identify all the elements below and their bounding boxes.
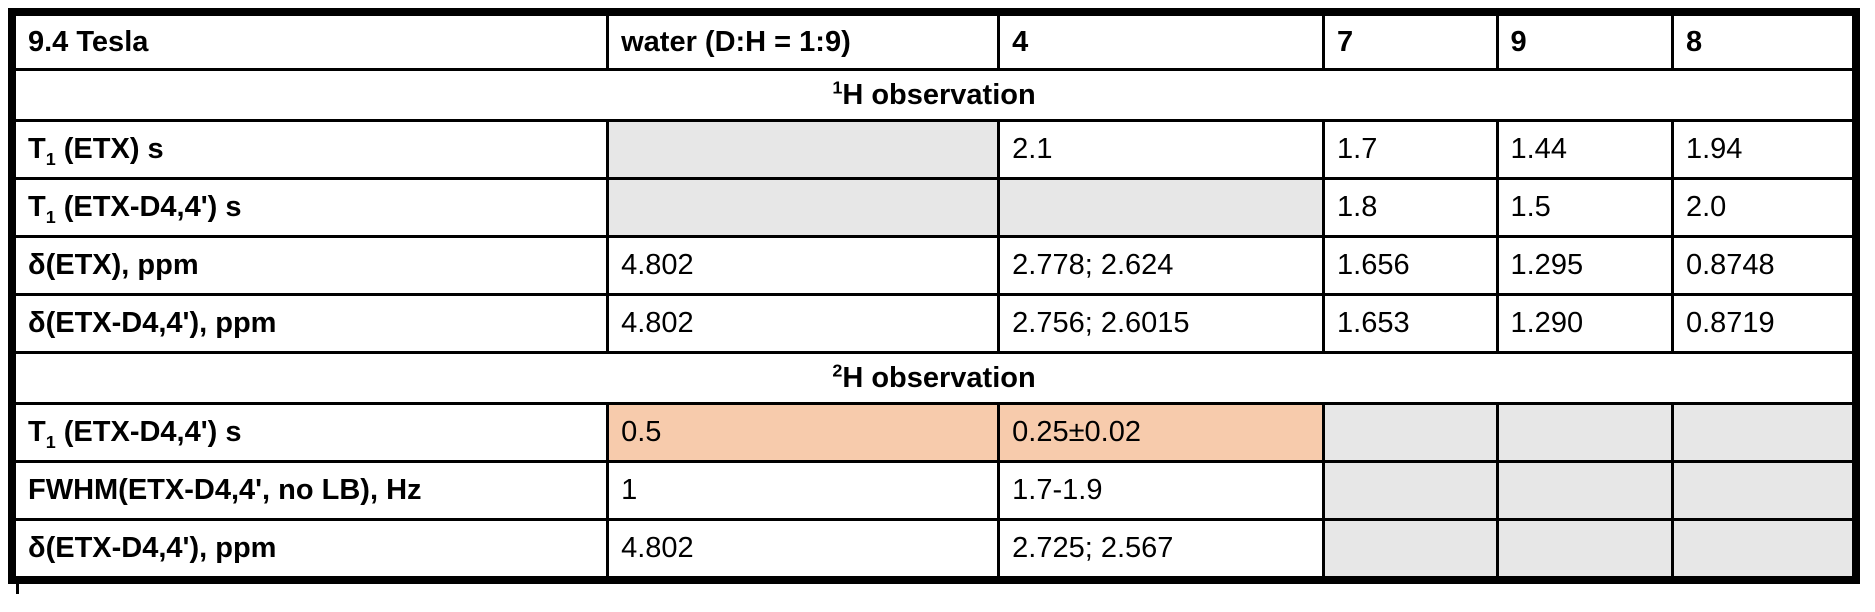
header-sample-7: 7 [1322, 10, 1499, 71]
cell-shaded [1322, 402, 1499, 463]
header-sample-8: 8 [1670, 10, 1858, 71]
cell-value: 1.94 [1670, 119, 1858, 180]
cell-highlighted: 0.5 [606, 402, 1001, 463]
cell-shaded [606, 177, 1001, 238]
row-label-fwhm: FWHM(ETX-D4,4', no LB), Hz [10, 460, 610, 521]
cell-shaded [1670, 518, 1858, 582]
cell-value: 1 [606, 460, 1001, 521]
table-row: T1 (ETX) s 2.1 1.7 1.44 1.94 [10, 119, 1858, 180]
header-sample-4: 4 [997, 10, 1326, 71]
cell-shaded [1670, 460, 1858, 521]
cropped-next-row-border [16, 584, 19, 594]
table-row: δ(ETX-D4,4'), ppm 4.802 2.725; 2.567 [10, 518, 1858, 582]
header-field-cell: 9.4 Tesla [10, 10, 610, 71]
cell-value: 2.725; 2.567 [997, 518, 1326, 582]
cell-shaded [1495, 518, 1674, 582]
header-sample-water: water (D:H = 1:9) [606, 10, 1001, 71]
cell-value: 1.290 [1495, 293, 1674, 354]
section-row-2h: 2H observation [10, 351, 1858, 405]
row-label-text: T [28, 416, 46, 448]
row-label-text: FWHM(ETX-D4,4', no LB), Hz [28, 474, 422, 506]
cell-value: 1.44 [1495, 119, 1674, 180]
row-label-t1-etx-d44-2h: T1 (ETX-D4,4') s [10, 402, 610, 463]
cell-highlighted: 0.25±0.02 [997, 402, 1326, 463]
row-label-text: δ(ETX-D4,4'), ppm [28, 307, 277, 339]
cell-shaded [606, 119, 1001, 180]
cell-value: 1.5 [1495, 177, 1674, 238]
table-row: FWHM(ETX-D4,4', no LB), Hz 1 1.7-1.9 [10, 460, 1858, 521]
isotope-superscript: 2 [832, 359, 843, 380]
cell-shaded [1670, 402, 1858, 463]
table-row: δ(ETX), ppm 4.802 2.778; 2.624 1.656 1.2… [10, 235, 1858, 296]
header-row: 9.4 Tesla water (D:H = 1:9) 4 7 9 8 [10, 10, 1858, 71]
cell-value: 0.8748 [1670, 235, 1858, 296]
cell-value: 2.0 [1670, 177, 1858, 238]
cell-value: 4.802 [606, 293, 1001, 354]
row-label-text: (ETX) s [55, 133, 164, 165]
row-label-subscript: 1 [45, 206, 56, 227]
row-label-subscript: 1 [45, 431, 56, 452]
section-title-2h: 2H observation [10, 351, 1858, 405]
cell-value: 2.1 [997, 119, 1326, 180]
cell-shaded [1322, 460, 1499, 521]
cell-value: 1.656 [1322, 235, 1499, 296]
cell-value: 1.295 [1495, 235, 1674, 296]
cell-value: 2.778; 2.624 [997, 235, 1326, 296]
cell-value: 4.802 [606, 235, 1001, 296]
table-row: δ(ETX-D4,4'), ppm 4.802 2.756; 2.6015 1.… [10, 293, 1858, 354]
section-title-text: H observation [842, 78, 1036, 111]
header-sample-9: 9 [1495, 10, 1674, 71]
section-title-1h: 1H observation [10, 68, 1858, 122]
row-label-text: (ETX-D4,4') s [55, 416, 242, 448]
row-label-delta-etx: δ(ETX), ppm [10, 235, 610, 296]
table-row: T1 (ETX-D4,4') s 0.5 0.25±0.02 [10, 402, 1858, 463]
section-row-1h: 1H observation [10, 68, 1858, 122]
cell-value: 4.802 [606, 518, 1001, 582]
row-label-text: δ(ETX), ppm [28, 249, 199, 281]
cell-value: 1.7-1.9 [997, 460, 1326, 521]
row-label-subscript: 1 [45, 148, 56, 169]
nmr-results-table: 9.4 Tesla water (D:H = 1:9) 4 7 9 8 1H o… [8, 8, 1860, 584]
cell-value: 1.8 [1322, 177, 1499, 238]
row-label-delta-etx-d44: δ(ETX-D4,4'), ppm [10, 293, 610, 354]
isotope-superscript: 1 [832, 76, 843, 97]
row-label-t1-etx-d44: T1 (ETX-D4,4') s [10, 177, 610, 238]
row-label-text: T [28, 191, 46, 223]
cell-value: 1.653 [1322, 293, 1499, 354]
row-label-text: T [28, 133, 46, 165]
cell-shaded [997, 177, 1326, 238]
row-label-t1-etx: T1 (ETX) s [10, 119, 610, 180]
row-label-delta-etx-d44-2h: δ(ETX-D4,4'), ppm [10, 518, 610, 582]
table-row: T1 (ETX-D4,4') s 1.8 1.5 2.0 [10, 177, 1858, 238]
row-label-text: (ETX-D4,4') s [55, 191, 242, 223]
section-title-text: H observation [842, 361, 1036, 394]
cell-value: 1.7 [1322, 119, 1499, 180]
cell-value: 2.756; 2.6015 [997, 293, 1326, 354]
row-label-text: δ(ETX-D4,4'), ppm [28, 532, 277, 564]
cell-shaded [1322, 518, 1499, 582]
cell-shaded [1495, 460, 1674, 521]
cell-shaded [1495, 402, 1674, 463]
cell-value: 0.8719 [1670, 293, 1858, 354]
